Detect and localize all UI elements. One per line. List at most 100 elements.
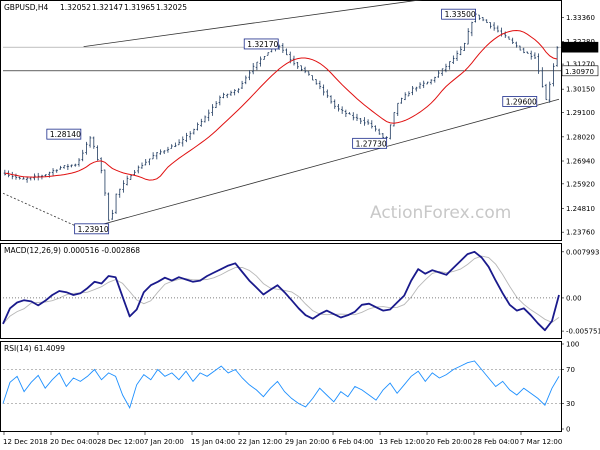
x-tick-label: 7 Mar 12:00 [520, 438, 562, 446]
price-ohlc-low: 1.31965 [124, 3, 155, 12]
rsi-line [2, 360, 560, 409]
candle [340, 106, 344, 114]
price-tick-label: 1.24810 [566, 205, 595, 213]
time-x-axis: 12 Dec 2018 20 Dec 04:00 28 Dec 12:00 7 Jan… [3, 431, 562, 446]
candle [81, 149, 84, 162]
level-price-marker-box [561, 65, 599, 77]
candle [77, 158, 81, 167]
candle [240, 80, 244, 90]
price-ohlc-open: 1.32052 [60, 3, 91, 12]
candle [548, 81, 551, 103]
candle [148, 158, 151, 166]
candle [237, 88, 240, 94]
rsi-pane-title: RSI(14) 61.4099 [4, 344, 65, 353]
candle [51, 168, 55, 176]
candle [318, 80, 322, 90]
watermark: ActionForex.com [370, 203, 511, 223]
candle [511, 37, 514, 44]
candle [344, 109, 348, 117]
price-tick-label: 1.33360 [566, 14, 595, 22]
candle [415, 86, 418, 92]
candle [122, 180, 125, 193]
rsi-y-axis: 100 70 30 0 [561, 341, 579, 434]
candle [196, 122, 199, 131]
candle [177, 139, 181, 146]
candle [229, 90, 233, 96]
price-callout-box [243, 38, 279, 50]
price-callout-label: 1.28140 [50, 130, 81, 139]
candle [515, 41, 518, 48]
candle [263, 56, 266, 60]
candle [125, 175, 129, 186]
candle [444, 63, 448, 73]
candle [118, 188, 121, 198]
channel-lower-line [83, 98, 560, 230]
candle [518, 45, 522, 51]
candle [433, 76, 437, 83]
candle [140, 162, 144, 169]
x-tick-label: 13 Feb 12:00 [379, 438, 425, 446]
candle [478, 14, 481, 21]
macd-tick-label: -0.005751 [566, 328, 600, 336]
macd-tick-label: 0.00 [566, 294, 582, 302]
moving-average-line [4, 29, 558, 181]
candle [522, 47, 525, 54]
candle [452, 55, 455, 64]
candle [96, 145, 99, 161]
candle [459, 46, 462, 56]
candle [129, 174, 133, 180]
current-price-marker-box [561, 41, 599, 53]
rsi-tick-label: 100 [566, 341, 579, 349]
candle [188, 131, 192, 140]
candle [407, 91, 411, 97]
candle [85, 141, 88, 155]
price-callout-label: 1.32170 [247, 40, 278, 49]
price-callout-box [352, 137, 388, 149]
candle [429, 79, 433, 85]
price-tick-label: 1.31270 [566, 61, 595, 69]
candle [481, 17, 485, 22]
candle [155, 152, 159, 160]
price-callout-box [441, 8, 477, 20]
candle [355, 113, 359, 122]
candle [363, 117, 366, 126]
candle [448, 61, 451, 70]
candle [378, 128, 381, 135]
candle [244, 75, 247, 85]
candle [214, 101, 218, 109]
trend-lines [2, 0, 560, 230]
candle [55, 169, 58, 173]
price-callout-label: 1.23910 [78, 225, 109, 234]
candle [400, 97, 403, 104]
candle [103, 169, 107, 196]
candle [181, 136, 184, 147]
price-tick-label: 1.29100 [566, 109, 595, 117]
x-tick-label: 7 Jan 20:00 [144, 438, 184, 446]
rsi-pane: RSI(14) 61.4099 100 70 30 0 [0, 341, 579, 434]
candle [66, 163, 70, 170]
candle [92, 136, 96, 149]
candle [426, 81, 429, 85]
candle [151, 152, 155, 160]
candle [266, 52, 270, 56]
price-tick-label: 1.26940 [566, 158, 595, 166]
candle [296, 62, 299, 69]
candle [303, 66, 307, 74]
candle [403, 92, 407, 101]
candle [255, 61, 259, 71]
x-tick-label: 29 Jan 20:00 [285, 438, 329, 446]
macd-plot [2, 250, 561, 332]
macd-y-axis: 0.007993 0.00 -0.005751 [561, 248, 600, 336]
price-level-lines [3, 46, 561, 72]
candle [507, 36, 511, 40]
price-tick-label: 1.28020 [566, 133, 595, 141]
candle [292, 55, 296, 66]
candle [144, 159, 147, 166]
candle [248, 70, 251, 81]
candle [207, 109, 210, 122]
candle [315, 79, 318, 85]
candle [159, 149, 162, 155]
candle [359, 117, 362, 124]
candle [281, 43, 285, 53]
price-tick-label: 1.30150 [566, 86, 595, 94]
